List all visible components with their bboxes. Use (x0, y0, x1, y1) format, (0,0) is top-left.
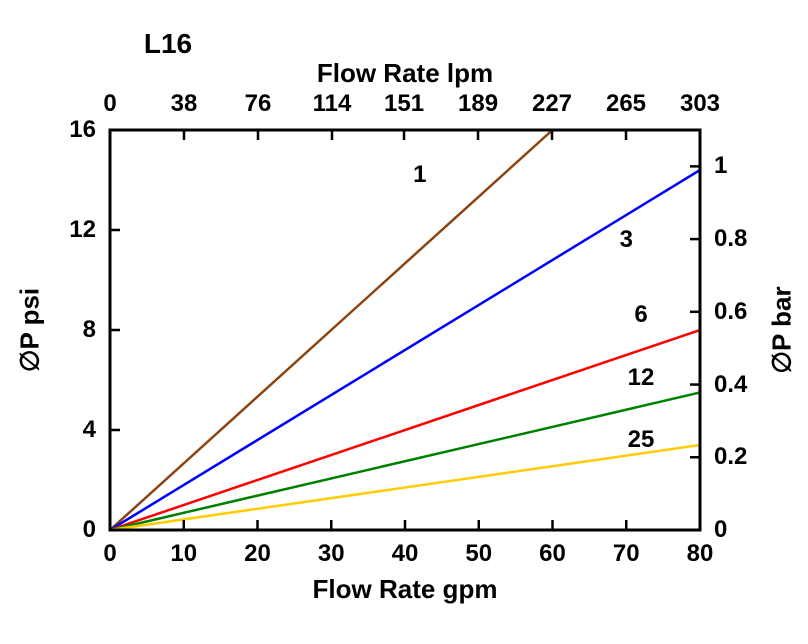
series-group (110, 130, 700, 530)
x-bottom-tick-label: 70 (613, 540, 640, 568)
y-right-tick-label: 0.2 (714, 443, 747, 471)
y-left-axis-label: ∅P psi (15, 288, 46, 372)
x-top-tick-label: 265 (606, 90, 646, 118)
x-bottom-tick-label: 80 (687, 540, 714, 568)
y-left-tick-label: 16 (69, 116, 96, 144)
plot-border (110, 130, 700, 530)
y-right-tick-label: 1 (714, 152, 727, 180)
series-annotation-12: 12 (628, 364, 655, 392)
y-right-tick-label: 0.6 (714, 298, 747, 326)
x-top-tick-label: 227 (532, 90, 572, 118)
x-bottom-axis-label: Flow Rate gpm (313, 574, 498, 605)
x-top-tick-label: 0 (103, 90, 116, 118)
ticks-group (110, 130, 700, 530)
x-bottom-tick-label: 20 (244, 540, 271, 568)
series-annotation-3: 3 (620, 226, 633, 254)
x-bottom-tick-label: 60 (539, 540, 566, 568)
x-top-tick-label: 151 (384, 90, 424, 118)
chart-title: L16 (144, 28, 192, 60)
y-left-tick-label: 0 (83, 516, 96, 544)
series-line-6 (110, 330, 700, 530)
series-line-25 (110, 445, 700, 530)
series-line-3 (110, 170, 700, 530)
x-top-tick-label: 76 (245, 90, 272, 118)
x-top-tick-label: 114 (313, 90, 352, 118)
series-annotation-25: 25 (628, 426, 655, 454)
series-annotation-1: 1 (413, 161, 426, 189)
series-line-1 (110, 130, 553, 530)
y-left-tick-label: 12 (69, 216, 96, 244)
x-top-tick-label: 38 (171, 90, 198, 118)
x-bottom-tick-label: 10 (170, 540, 197, 568)
x-bottom-tick-label: 30 (318, 540, 345, 568)
x-bottom-tick-label: 40 (392, 540, 419, 568)
y-right-tick-label: 0.4 (714, 371, 747, 399)
x-bottom-tick-label: 0 (103, 540, 116, 568)
x-top-tick-label: 189 (458, 90, 498, 118)
x-top-axis-label: Flow Rate lpm (317, 58, 493, 89)
y-left-tick-label: 4 (83, 416, 96, 444)
y-right-tick-label: 0 (714, 516, 727, 544)
y-right-tick-label: 0.8 (714, 225, 747, 253)
chart-container: L16Flow Rate lpm038761141511892272653030… (0, 0, 808, 644)
y-right-axis-label: ∅P bar (767, 286, 798, 373)
series-annotation-6: 6 (634, 301, 647, 329)
x-top-tick-label: 303 (680, 90, 720, 118)
y-left-tick-label: 8 (83, 316, 96, 344)
x-bottom-tick-label: 50 (465, 540, 492, 568)
series-line-12 (110, 393, 700, 531)
